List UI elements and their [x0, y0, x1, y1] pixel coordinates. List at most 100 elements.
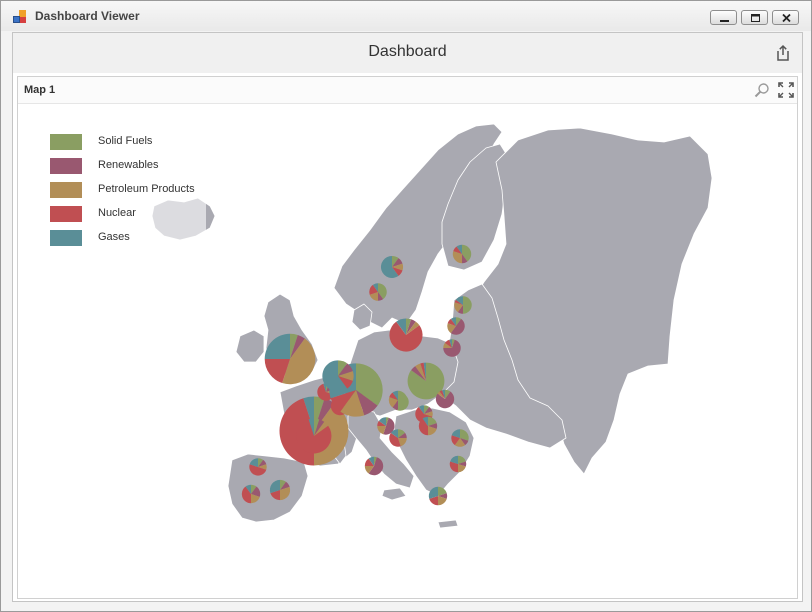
pie-slice-petroleum-products[interactable]: [369, 292, 378, 301]
pie-slice-petroleum-products[interactable]: [415, 363, 426, 382]
country-pie[interactable]: [269, 479, 291, 501]
pie-slice-petroleum-products[interactable]: [452, 251, 462, 264]
pie-slice-petroleum-products[interactable]: [438, 496, 447, 506]
pie-slice-solid-fuels[interactable]: [462, 244, 472, 262]
pie-slice-renewables[interactable]: [462, 254, 468, 264]
europe-map[interactable]: [18, 104, 797, 598]
country-pie[interactable]: [322, 360, 354, 392]
pie-slice-solid-fuels[interactable]: [338, 360, 348, 376]
pie-slice-gases[interactable]: [264, 333, 290, 359]
pie-slice-petroleum-products[interactable]: [251, 494, 260, 504]
pie-slice-solid-fuels[interactable]: [456, 317, 462, 326]
pie-slice-renewables[interactable]: [428, 423, 438, 429]
pie-slice-renewables[interactable]: [338, 363, 353, 376]
pie-slice-petroleum-products[interactable]: [392, 263, 404, 271]
country-pie[interactable]: [364, 456, 384, 476]
pie-slice-nuclear[interactable]: [330, 390, 356, 412]
pie-slice-nuclear[interactable]: [454, 299, 463, 305]
pie-slice-renewables[interactable]: [460, 438, 469, 446]
pie-slice-nuclear[interactable]: [369, 284, 378, 295]
pie-slice-solid-fuels[interactable]: [463, 296, 472, 314]
pie-slice-nuclear[interactable]: [389, 432, 401, 447]
pie-slice-renewables[interactable]: [443, 339, 461, 357]
pie-slice-nuclear[interactable]: [389, 392, 398, 400]
pie-slice-petroleum-products[interactable]: [377, 426, 386, 435]
pie-slice-gases[interactable]: [422, 416, 428, 426]
pie-slice-renewables[interactable]: [457, 305, 463, 314]
map-area[interactable]: Solid Fuels Renewables Petroleum Product…: [18, 104, 797, 598]
pie-slice-gases[interactable]: [451, 429, 460, 438]
pie-slice-petroleum-products[interactable]: [428, 426, 437, 436]
pie-slice-nuclear[interactable]: [429, 496, 438, 506]
pie-slice-solid-fuels[interactable]: [290, 333, 298, 359]
pie-slice-gases[interactable]: [245, 484, 251, 494]
pie-slice-solid-fuels[interactable]: [398, 390, 408, 410]
pie-slice-solid-fuels[interactable]: [356, 363, 383, 406]
pie-slice-nuclear[interactable]: [449, 461, 458, 473]
pie-slice-solid-fuels[interactable]: [438, 486, 447, 496]
pie-slice-nuclear[interactable]: [241, 486, 251, 504]
pie-slice-petroleum-products[interactable]: [447, 323, 456, 334]
pie-slice-solid-fuels[interactable]: [258, 458, 264, 467]
country-pie[interactable]: [296, 418, 332, 454]
pie-slice-gases[interactable]: [428, 486, 438, 499]
pie-slice-gases[interactable]: [423, 362, 426, 381]
country-pie[interactable]: [389, 429, 407, 447]
country-pie[interactable]: [389, 318, 423, 352]
country-pie[interactable]: [380, 255, 404, 279]
pie-slice-petroleum-products[interactable]: [388, 397, 398, 408]
pie-slice-petroleum-products[interactable]: [437, 391, 445, 399]
country-pie[interactable]: [428, 486, 448, 506]
pie-slice-solid-fuels[interactable]: [460, 429, 469, 441]
pie-slice-nuclear[interactable]: [439, 390, 445, 399]
pie-slice-gases[interactable]: [392, 390, 398, 400]
pie-slice-nuclear[interactable]: [444, 339, 452, 348]
pie-slice-gases[interactable]: [249, 458, 258, 467]
pie-slice-petroleum-products[interactable]: [424, 411, 433, 417]
pie-slice-petroleum-products[interactable]: [398, 438, 407, 447]
pie-slice-solid-fuels[interactable]: [458, 455, 466, 464]
pie-slice-nuclear[interactable]: [451, 435, 460, 446]
pie-slice-solid-fuels[interactable]: [280, 479, 286, 490]
country-pie[interactable]: [454, 296, 472, 314]
pie-slice-gases[interactable]: [442, 389, 445, 399]
pie-slice-solid-fuels[interactable]: [378, 283, 387, 300]
pie-slice-nuclear[interactable]: [264, 359, 290, 384]
pie-slice-renewables[interactable]: [368, 457, 384, 476]
pie-slice-gases[interactable]: [450, 317, 456, 326]
country-pies[interactable]: [241, 244, 472, 506]
pie-slice-renewables[interactable]: [378, 292, 384, 301]
pie-slice-petroleum-products[interactable]: [454, 438, 466, 447]
country-pie[interactable]: [447, 317, 465, 335]
country-pie[interactable]: [443, 339, 461, 357]
pie-slice-nuclear[interactable]: [389, 321, 423, 352]
pie-slice-renewables[interactable]: [290, 334, 305, 359]
pie-slice-renewables[interactable]: [392, 400, 398, 410]
pie-slice-nuclear[interactable]: [270, 490, 280, 501]
country-pie[interactable]: [377, 417, 395, 435]
pie-slice-petroleum-products[interactable]: [406, 321, 420, 335]
country-pie[interactable]: [435, 389, 455, 409]
pie-slice-solid-fuels[interactable]: [452, 339, 455, 348]
pie-slice-nuclear[interactable]: [364, 458, 374, 466]
pie-slice-solid-fuels[interactable]: [407, 362, 445, 400]
pie-slice-solid-fuels[interactable]: [314, 418, 320, 436]
pie-slice-petroleum-products[interactable]: [314, 421, 329, 436]
pie-slice-renewables[interactable]: [435, 391, 455, 409]
pie-slice-gases[interactable]: [378, 417, 386, 426]
pie-slice-renewables[interactable]: [383, 417, 395, 435]
close-button[interactable]: [772, 10, 799, 25]
pie-slice-renewables[interactable]: [280, 481, 290, 490]
country-pie[interactable]: [249, 458, 267, 476]
pie-slice-nuclear[interactable]: [418, 418, 428, 436]
maximize-button[interactable]: [741, 10, 768, 25]
pie-slice-solid-fuels[interactable]: [424, 405, 430, 414]
pie-slice-renewables[interactable]: [398, 432, 407, 438]
pie-slice-petroleum-products[interactable]: [280, 486, 291, 501]
pie-slice-solid-fuels[interactable]: [374, 456, 377, 466]
pie-slice-renewables[interactable]: [406, 319, 416, 335]
pie-slice-solid-fuels[interactable]: [386, 417, 389, 426]
pie-slice-gases[interactable]: [449, 339, 452, 348]
pie-slice-solid-fuels[interactable]: [406, 318, 412, 335]
pie-slice-renewables[interactable]: [314, 419, 325, 436]
